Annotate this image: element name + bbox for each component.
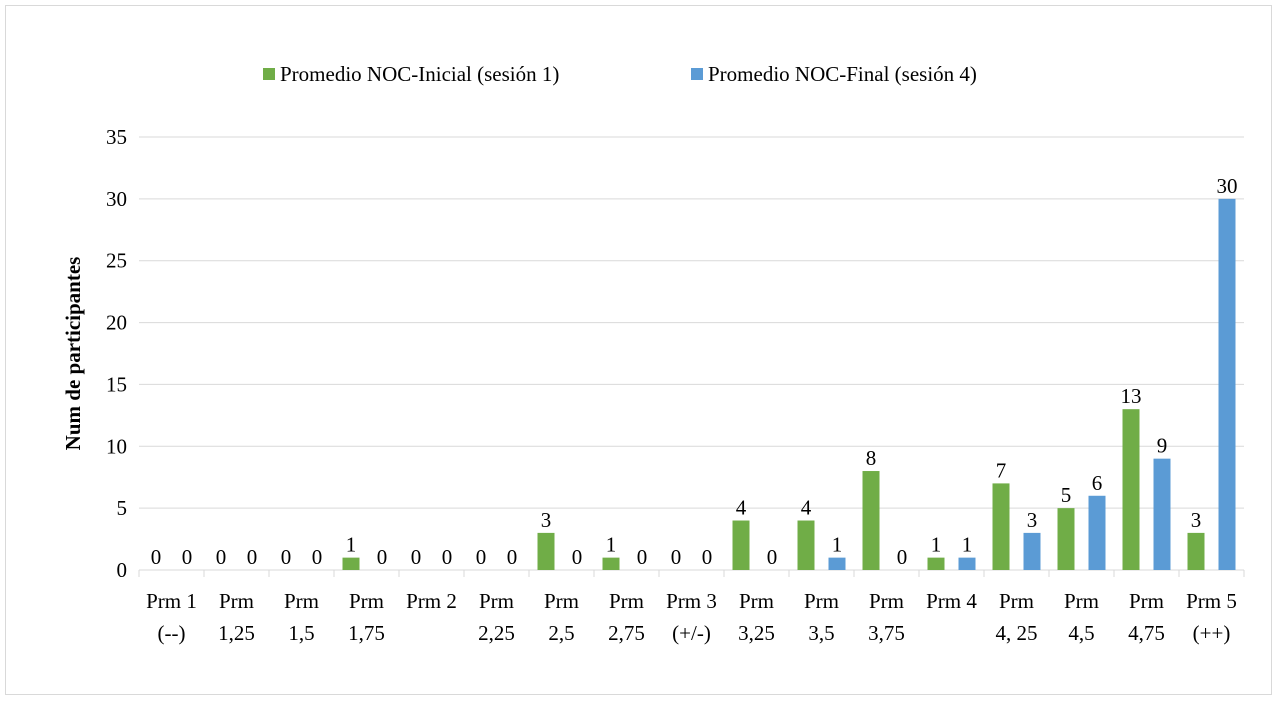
- legend-swatch-1: [263, 68, 275, 80]
- x-tick-label: Prm 2: [406, 589, 457, 613]
- x-tick-label: Prm 4: [926, 589, 977, 613]
- data-label: 0: [312, 545, 323, 569]
- legend-label-1: Promedio NOC-Inicial (sesión 1): [280, 62, 559, 86]
- y-tick-label: 20: [106, 311, 127, 335]
- x-tick-label: Prm: [739, 589, 774, 613]
- bar-series-2: [1088, 495, 1106, 570]
- y-tick-label: 25: [106, 249, 127, 273]
- bar-series-2: [958, 557, 976, 570]
- x-tick-label: Prm 3: [666, 589, 717, 613]
- data-label: 0: [702, 545, 713, 569]
- data-label: 0: [247, 545, 258, 569]
- data-label: 0: [476, 545, 487, 569]
- data-label: 3: [1027, 508, 1038, 532]
- x-tick-label: Prm: [609, 589, 644, 613]
- bar-series-1: [732, 520, 750, 570]
- data-label: 3: [541, 508, 552, 532]
- bar-series-1: [992, 483, 1010, 570]
- data-label: 13: [1121, 384, 1142, 408]
- data-label: 0: [572, 545, 583, 569]
- data-label: 1: [931, 533, 942, 557]
- x-tick-label-line2: 4, 25: [996, 621, 1038, 645]
- bar-series-1: [797, 520, 815, 570]
- x-tick-label: Prm: [869, 589, 904, 613]
- data-label: 0: [411, 545, 422, 569]
- bar-series-2: [1023, 532, 1041, 570]
- x-tick-label: Prm: [349, 589, 384, 613]
- legend-label-2: Promedio NOC-Final (sesión 4): [708, 62, 977, 86]
- x-tick-label: Prm: [479, 589, 514, 613]
- x-tick-label: Prm 1: [146, 589, 197, 613]
- data-label: 7: [996, 458, 1007, 482]
- data-label: 0: [151, 545, 162, 569]
- x-tick-label-line2: (++): [1193, 621, 1231, 645]
- data-label: 3: [1191, 508, 1202, 532]
- bar-series-1: [927, 557, 945, 570]
- data-label: 8: [866, 446, 877, 470]
- x-tick-label-line2: 2,25: [478, 621, 515, 645]
- data-label: 1: [606, 533, 617, 557]
- chart-frame: [5, 5, 1272, 695]
- legend-swatch-2: [691, 68, 703, 80]
- data-label: 0: [671, 545, 682, 569]
- bar-series-1: [537, 532, 555, 570]
- bar-series-1: [1122, 409, 1140, 570]
- bar-series-1: [862, 471, 880, 570]
- bar-series-2: [1218, 198, 1236, 570]
- x-tick-label-line2: 1,25: [218, 621, 255, 645]
- y-tick-label: 35: [106, 125, 127, 149]
- x-tick-label-line2: (+/-): [672, 621, 711, 645]
- x-tick-label-line2: 1,75: [348, 621, 385, 645]
- bar-series-1: [1187, 532, 1205, 570]
- bar-series-1: [1057, 508, 1075, 570]
- y-tick-label: 15: [106, 372, 127, 396]
- y-axis-title: Num de participantes: [61, 257, 85, 451]
- x-tick-label-line2: 4,5: [1068, 621, 1094, 645]
- data-label: 1: [832, 533, 843, 557]
- x-tick-label: Prm: [1064, 589, 1099, 613]
- bar-series-1: [602, 557, 620, 570]
- data-label: 0: [507, 545, 518, 569]
- x-tick-label-line2: (--): [158, 621, 186, 645]
- x-tick-label-line2: 3,75: [868, 621, 905, 645]
- data-label: 6: [1092, 471, 1103, 495]
- x-tick-label-line2: 2,75: [608, 621, 645, 645]
- bar-series-2: [1153, 458, 1171, 570]
- x-tick-label: Prm: [219, 589, 254, 613]
- x-tick-label: Prm: [804, 589, 839, 613]
- bar-series-1: [342, 557, 360, 570]
- y-tick-label: 0: [117, 558, 128, 582]
- data-label: 0: [897, 545, 908, 569]
- x-tick-label: Prm: [1129, 589, 1164, 613]
- data-label: 0: [281, 545, 292, 569]
- data-label: 0: [442, 545, 453, 569]
- data-label: 1: [962, 533, 973, 557]
- data-label: 0: [767, 545, 778, 569]
- data-label: 4: [736, 496, 747, 520]
- y-tick-label: 5: [117, 496, 128, 520]
- data-label: 4: [801, 496, 812, 520]
- bar-series-2: [828, 557, 846, 570]
- x-tick-label-line2: 2,5: [548, 621, 574, 645]
- data-label: 0: [637, 545, 648, 569]
- data-label: 9: [1157, 434, 1168, 458]
- x-tick-label-line2: 1,5: [288, 621, 314, 645]
- data-label: 30: [1217, 174, 1238, 198]
- x-tick-label: Prm: [544, 589, 579, 613]
- x-tick-label: Prm 5: [1186, 589, 1237, 613]
- data-label: 0: [182, 545, 193, 569]
- x-tick-label-line2: 4,75: [1128, 621, 1165, 645]
- x-tick-label: Prm: [284, 589, 319, 613]
- data-label: 1: [346, 533, 357, 557]
- x-tick-label: Prm: [999, 589, 1034, 613]
- x-tick-label-line2: 3,25: [738, 621, 775, 645]
- x-tick-label-line2: 3,5: [808, 621, 834, 645]
- data-label: 0: [216, 545, 227, 569]
- data-label: 5: [1061, 483, 1072, 507]
- y-tick-label: 10: [106, 434, 127, 458]
- y-tick-label: 30: [106, 187, 127, 211]
- data-label: 0: [377, 545, 388, 569]
